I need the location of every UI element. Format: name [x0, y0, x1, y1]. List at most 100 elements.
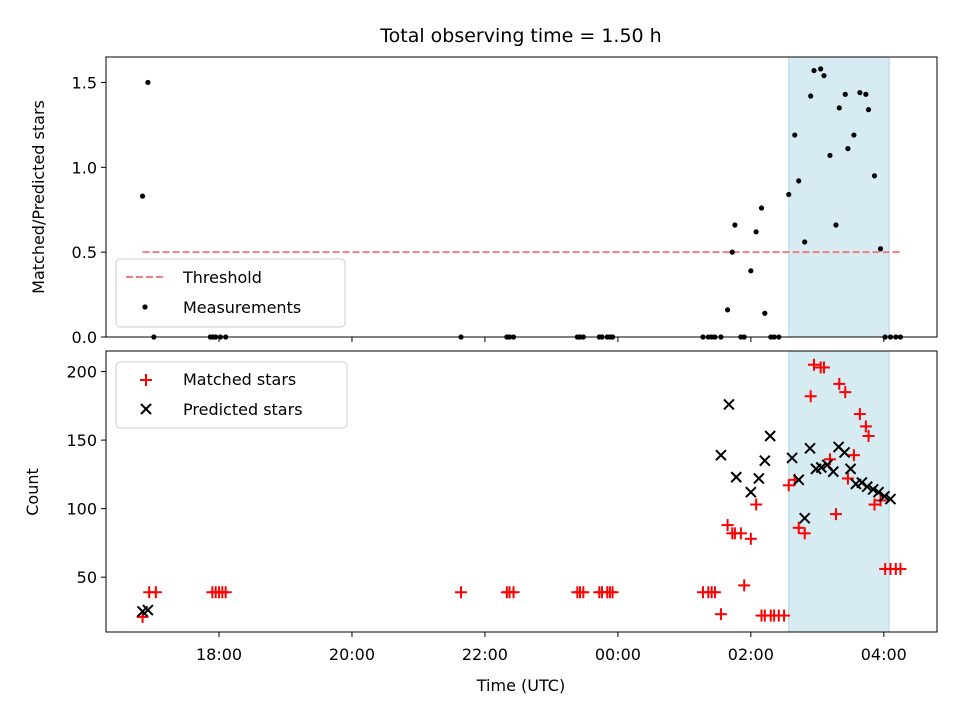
x-axis-label: Time (UTC) [476, 676, 565, 695]
matched-star-point [734, 527, 747, 540]
predicted-star-point [723, 398, 735, 411]
matched-star-point [798, 527, 811, 540]
ratio-panel-ylabel: Matched/Predicted stars [29, 100, 48, 294]
count-y-tick-label: 200 [66, 363, 97, 382]
x-tick-label: 18:00 [196, 645, 242, 664]
matched-star-point [862, 429, 875, 442]
matched-star-point [708, 586, 721, 599]
legend-matched-label: Matched stars [183, 370, 296, 389]
matched-star-point [721, 519, 734, 532]
matched-star-point [606, 586, 619, 599]
measurement-point [796, 178, 802, 184]
predicted-star-point [753, 472, 765, 485]
matched-star-point [804, 390, 817, 403]
matched-star-point [507, 586, 520, 599]
x-tick-label: 22:00 [462, 645, 508, 664]
legend-matched-swatch [140, 374, 152, 386]
ratio-panel-legend-box [115, 258, 346, 328]
x-tick-label: 20:00 [329, 645, 375, 664]
measurement-point [845, 146, 851, 152]
matched-star-point [744, 532, 757, 545]
measurement-point [729, 249, 735, 255]
matched-star-point [738, 579, 751, 592]
measurement-point [753, 229, 759, 235]
measurement-point [877, 246, 884, 252]
matched-star-point [136, 610, 149, 623]
ratio-panel-marks [139, 66, 904, 340]
ratio-panel-y-ticks: 0.0 0.5 1.0 1.5 [72, 73, 106, 347]
predicted-star-point [838, 446, 851, 459]
measurement-point [836, 105, 842, 111]
count-panel-y-ticks: 50 100 150 200 [66, 363, 106, 587]
count-panel-x-ticks: 18:00 20:00 22:00 00:00 02:00 04:00 [196, 632, 907, 664]
predicted-star-point [745, 486, 757, 498]
predicted-star-point [786, 452, 798, 464]
measurement-point [842, 91, 848, 97]
ratio-y-tick-label: 1.0 [72, 158, 97, 177]
legend-measurements-swatch [142, 304, 148, 310]
predicted-star-point [759, 454, 771, 467]
count-panel-legend-box [115, 361, 348, 429]
legend-threshold-label: Threshold [182, 268, 262, 287]
measurement-point [792, 132, 798, 138]
count-panel-ylabel: Count [23, 468, 42, 516]
predicted-star-point [730, 471, 742, 483]
predicted-star-point [798, 512, 811, 524]
predicted-star-point [793, 474, 805, 486]
measurement-point [863, 91, 869, 97]
ratio-y-tick-label: 0.0 [72, 328, 97, 347]
measurement-point [857, 90, 863, 96]
measurement-point [811, 67, 817, 74]
measurement-point [827, 152, 833, 159]
measurement-point [833, 222, 839, 228]
matched-star-point [833, 377, 846, 390]
predicted-star-point [815, 461, 828, 474]
measurement-point [818, 66, 824, 72]
x-tick-label: 02:00 [728, 645, 774, 664]
matched-star-point [149, 586, 162, 599]
predicted-star-point [878, 490, 891, 503]
ratio-y-tick-label: 0.5 [72, 243, 97, 262]
measurement-point [808, 93, 814, 99]
matched-star-point [853, 408, 866, 421]
count-y-tick-label: 100 [66, 500, 97, 519]
ratio-panel-frame [105, 56, 938, 338]
count-panel-legend: Matched stars Predicted stars [115, 361, 348, 429]
ratio-panel-x-ticks [218, 337, 885, 342]
count-y-tick-label: 150 [66, 431, 97, 450]
x-tick-label: 00:00 [595, 645, 641, 664]
matched-star-point [792, 521, 805, 534]
predicted-star-point [844, 463, 857, 475]
matched-star-point [455, 586, 468, 599]
measurement-point [802, 239, 808, 245]
matched-star-point [839, 386, 852, 399]
predicted-star-point [804, 442, 816, 455]
measurement-point [748, 268, 754, 274]
ratio-panel-legend: Threshold Measurements [115, 258, 346, 328]
measurement-point [758, 205, 765, 211]
matched-star-point [894, 562, 907, 575]
legend-predicted-label: Predicted stars [183, 400, 303, 419]
predicted-star-point [142, 604, 154, 616]
predicted-star-point [872, 486, 885, 498]
predicted-star-point [861, 480, 873, 493]
matched-star-point [750, 498, 763, 511]
measurement-point [724, 307, 731, 313]
measurement-point [821, 73, 827, 79]
ratio-panel-highlight-span [788, 56, 890, 338]
count-panel-marks [136, 358, 907, 623]
measurement-point [762, 310, 768, 316]
measurement-point [145, 79, 151, 86]
legend-measurements-label: Measurements [183, 298, 301, 317]
matched-star-point [778, 609, 791, 622]
chart-title: Total observing time = 1.50 h [379, 25, 661, 47]
matched-star-point [817, 361, 830, 374]
matched-star-point [782, 479, 795, 492]
matched-star-point [808, 358, 821, 371]
matched-star-point [841, 472, 854, 485]
predicted-star-point [884, 493, 897, 505]
measurement-point [732, 222, 738, 228]
predicted-star-point [764, 430, 776, 442]
legend-predicted-swatch [140, 403, 152, 415]
